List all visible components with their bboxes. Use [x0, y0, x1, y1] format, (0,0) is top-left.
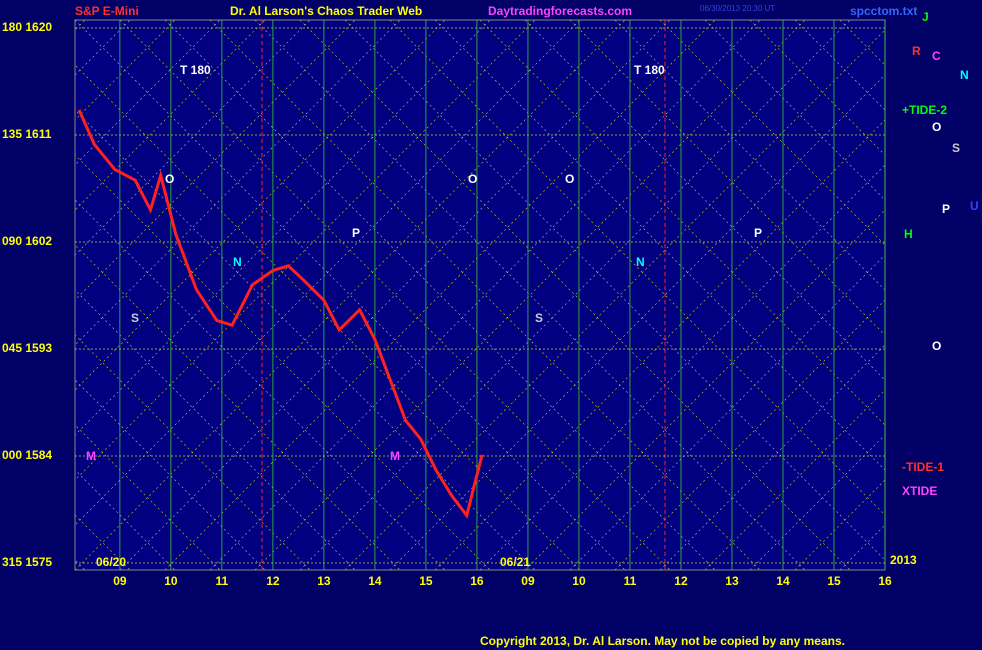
annotation: XTIDE: [902, 484, 937, 498]
annotation: 06/21: [500, 555, 530, 569]
timestamp: 06/30/2013 20:30 UT: [700, 4, 775, 13]
x-tick-label: 09: [521, 574, 535, 588]
x-tick-label: 10: [572, 574, 586, 588]
annotation: T 180: [634, 63, 665, 77]
annotation: P: [942, 202, 950, 216]
x-tick-label: 11: [624, 574, 637, 588]
x-tick-label: 11: [216, 574, 229, 588]
instrument: S&P E-Mini: [75, 4, 139, 18]
y-tick-label: 315 1575: [2, 555, 52, 569]
annotation: S: [952, 141, 960, 155]
annotation: O: [932, 339, 941, 353]
chart-title: Dr. Al Larson's Chaos Trader Web: [230, 4, 422, 18]
annotation: 06/20: [96, 555, 126, 569]
file-name: spcctom.txt: [850, 4, 917, 18]
annotation: O: [165, 172, 174, 186]
y-tick-label: 135 1611: [2, 127, 52, 141]
y-tick-label: 000 1584: [2, 448, 52, 462]
x-tick-label: 10: [164, 574, 178, 588]
x-tick-label: 09: [113, 574, 127, 588]
annotation: J: [922, 10, 929, 24]
annotation: N: [960, 68, 969, 82]
annotation: C: [932, 49, 941, 63]
annotation: -TIDE-1: [902, 460, 944, 474]
decoration: [75, 20, 885, 570]
annotation: O: [932, 120, 941, 134]
x-tick-label: 14: [776, 574, 790, 588]
x-tick-label: 14: [368, 574, 382, 588]
annotation: T 180: [180, 63, 211, 77]
y-tick-label: 180 1620: [2, 20, 52, 34]
annotation: R: [912, 44, 921, 58]
annotation: S: [535, 311, 543, 325]
annotation: H: [904, 227, 913, 241]
annotation: N: [636, 255, 645, 269]
annotation: N: [233, 255, 242, 269]
y-tick-label: 090 1602: [2, 234, 52, 248]
annotation: P: [754, 226, 762, 240]
website: Daytradingforecasts.com: [488, 4, 632, 18]
x-tick-label: 12: [674, 574, 688, 588]
annotation: U: [970, 199, 979, 213]
plot-area: [74, 19, 886, 571]
x-tick-label: 15: [419, 574, 433, 588]
price-line: [77, 109, 484, 519]
grid: 315 1575 000 1584 045 1593 090 1602 135 1611…: [2, 20, 892, 588]
y-tick-label: 045 1593: [2, 341, 52, 355]
x-tick-label: 15: [827, 574, 841, 588]
annotation: O: [468, 172, 477, 186]
x-tick-label: 13: [317, 574, 331, 588]
annotation: P: [352, 226, 360, 240]
annotation: M: [86, 449, 96, 463]
annotation: +TIDE-2: [902, 103, 947, 117]
annotation: M: [390, 449, 400, 463]
x-tick-label: 16: [878, 574, 892, 588]
annotation: 2013: [890, 553, 917, 567]
annotation: S: [131, 311, 139, 325]
annotation: O: [565, 172, 574, 186]
copyright: Copyright 2013, Dr. Al Larson. May not b…: [480, 634, 845, 648]
x-tick-label: 12: [266, 574, 280, 588]
x-tick-label: 16: [470, 574, 484, 588]
x-tick-label: 13: [725, 574, 739, 588]
marks: [77, 109, 484, 519]
